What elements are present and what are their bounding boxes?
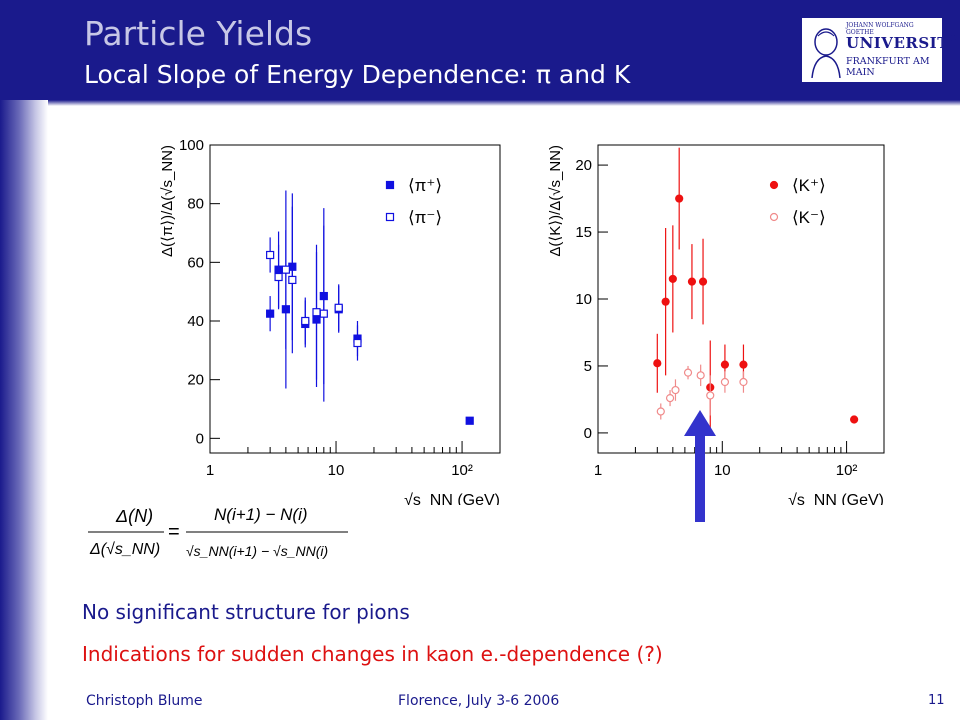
svg-text:=: = xyxy=(168,521,180,543)
data-point xyxy=(266,309,275,318)
legend-label: ⟨K⁺⟩ xyxy=(792,176,826,195)
conclusion-pions: No significant structure for pions xyxy=(82,600,410,624)
data-point xyxy=(281,265,290,274)
data-point xyxy=(656,407,665,416)
data-point xyxy=(671,385,680,395)
data-point xyxy=(301,316,310,326)
y-tick-label: 40 xyxy=(187,313,204,330)
y-tick-label: 5 xyxy=(584,358,592,375)
data-point xyxy=(706,391,715,400)
plot-frame xyxy=(209,144,501,454)
x-axis-label: √s_NN (GeV) xyxy=(404,492,500,505)
x-tick-label: 10 xyxy=(714,462,731,479)
data-point xyxy=(696,371,705,380)
slide-subtitle: Local Slope of Energy Dependence: π and … xyxy=(84,60,631,89)
x-tick-label: 10 xyxy=(328,462,345,479)
logo-line3: FRANKFURT AM MAIN xyxy=(846,56,930,78)
data-point xyxy=(739,360,748,369)
data-point xyxy=(665,393,675,403)
data-point xyxy=(687,277,697,286)
data-point xyxy=(683,368,693,377)
x-tick-label: 1 xyxy=(594,462,602,479)
y-axis-label: Δ(⟨K⟩)/Δ(√s_NN) xyxy=(547,145,564,257)
data-point xyxy=(739,377,748,387)
x-tick-label: 10² xyxy=(836,462,858,479)
data-point xyxy=(720,377,730,387)
legend-marker xyxy=(385,180,395,190)
slide-title: Particle Yields xyxy=(84,14,313,53)
data-point xyxy=(353,338,362,348)
legend-marker xyxy=(769,212,779,222)
x-tick-label: 10² xyxy=(451,462,473,479)
equation-graphic: Δ(N) Δ(√s_NN) = N(i+1) − N(i) √s_NN(i+1)… xyxy=(88,505,348,559)
data-point xyxy=(668,274,677,284)
y-tick-label: 0 xyxy=(196,430,204,447)
y-tick-label: 80 xyxy=(187,196,204,213)
data-point xyxy=(312,308,321,317)
footer-page-number: 11 xyxy=(928,693,945,708)
footer-event: Florence, July 3-6 2006 xyxy=(398,693,560,709)
x-axis-label: √s_NN (GeV) xyxy=(788,492,884,505)
y-tick-label: 20 xyxy=(575,157,592,174)
data-point xyxy=(720,360,730,369)
data-point xyxy=(675,194,684,203)
university-logo: JOHANN WOLFGANG GOETHE UNIVERSITÄT FRANK… xyxy=(802,18,960,82)
data-point xyxy=(698,277,708,286)
data-point xyxy=(319,309,328,318)
data-point xyxy=(465,416,474,425)
header-shadow xyxy=(0,100,960,106)
y-tick-label: 15 xyxy=(575,224,592,241)
data-point xyxy=(288,275,297,285)
x-tick-label: 1 xyxy=(206,462,214,479)
eq-lhs-denominator: Δ(√s_NN) xyxy=(89,541,160,558)
eq-rhs-numerator: N(i+1) − N(i) xyxy=(214,505,308,524)
chart-background xyxy=(130,135,512,505)
footer-author: Christoph Blume xyxy=(86,693,203,709)
pion-chart: 1 10 10² 0 20 40 60 80 100 √s_NN (GeV) Δ(⟨π⟩)/Δ(√s… xyxy=(130,135,512,505)
data-point xyxy=(850,415,859,424)
logo-line2: UNIVERSITÄT xyxy=(846,34,960,52)
legend-label: ⟨K⁻⟩ xyxy=(792,208,826,227)
header-bar xyxy=(0,0,960,100)
data-point xyxy=(653,359,662,368)
slope-equation: Δ(N) Δ(√s_NN) = N(i+1) − N(i) √s_NN(i+1)… xyxy=(86,500,356,572)
highlight-arrow xyxy=(684,410,716,522)
data-point xyxy=(266,250,275,260)
data-point xyxy=(334,303,343,312)
legend-marker xyxy=(769,180,779,190)
y-tick-label: 20 xyxy=(187,372,204,389)
data-point xyxy=(661,297,670,306)
y-tick-label: 10 xyxy=(575,291,592,308)
y-tick-label: 0 xyxy=(584,425,592,442)
y-tick-label: 100 xyxy=(179,137,204,154)
legend-label: ⟨π⁻⟩ xyxy=(408,208,442,227)
logo-line1: JOHANN WOLFGANG GOETHE xyxy=(846,22,914,36)
eq-lhs-numerator: Δ(N) xyxy=(115,506,153,526)
conclusion-kaons: Indications for sudden changes in kaon e… xyxy=(82,642,663,666)
data-point xyxy=(274,272,283,282)
sidebar-gradient xyxy=(0,100,48,720)
legend-label: ⟨π⁺⟩ xyxy=(408,176,442,195)
y-axis-label: Δ(⟨π⟩)/Δ(√s_NN) xyxy=(159,145,176,257)
goethe-portrait-icon xyxy=(806,22,846,78)
y-tick-label: 60 xyxy=(187,254,204,271)
legend-marker xyxy=(385,212,395,222)
eq-rhs-denominator: √s_NN(i+1) − √s_NN(i) xyxy=(186,543,328,559)
